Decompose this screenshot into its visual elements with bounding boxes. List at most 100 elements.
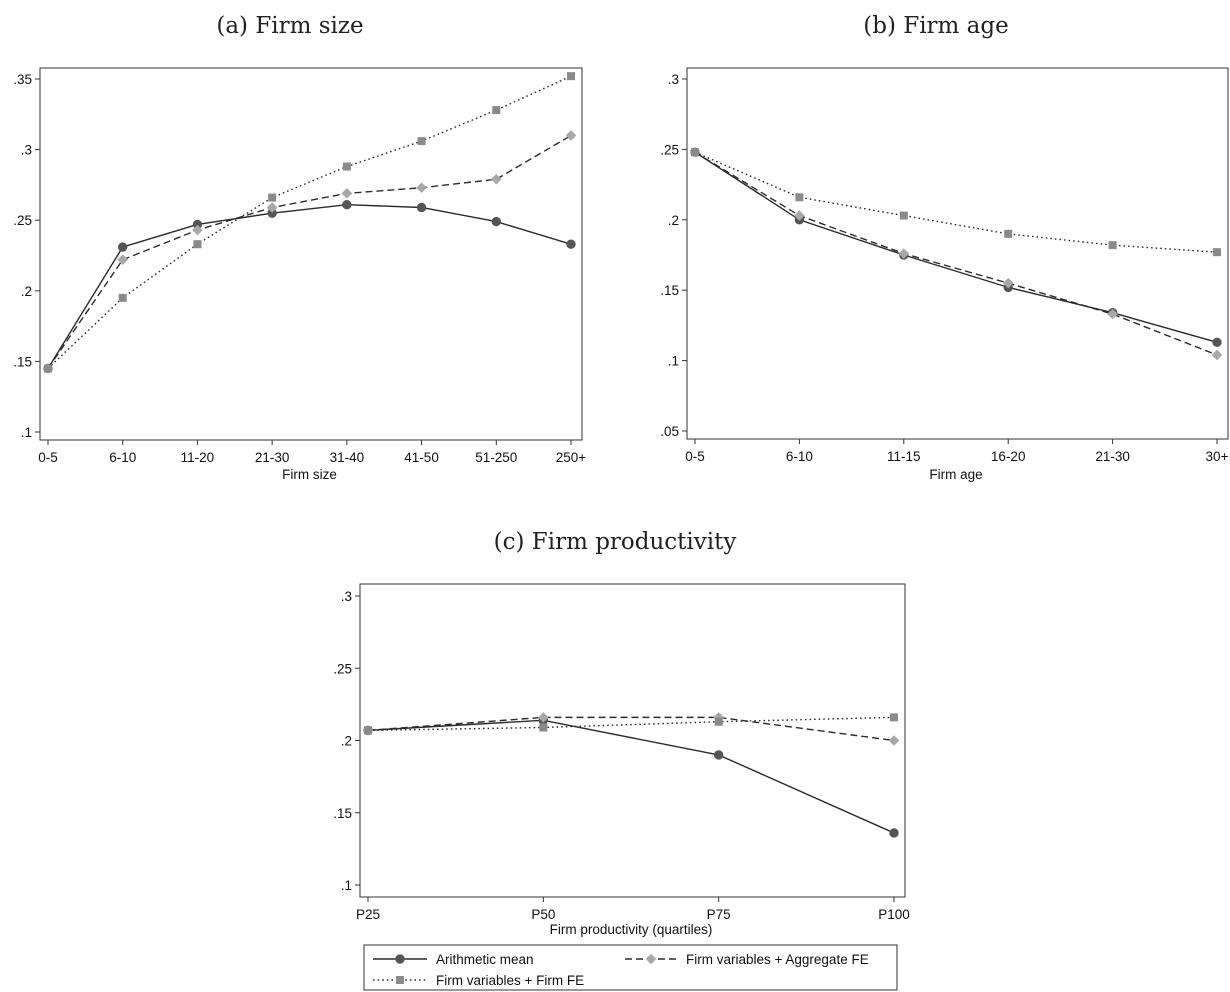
data-point [567,72,575,81]
data-point [1211,349,1223,361]
y-tick-label: .1 [341,878,352,893]
data-point [795,193,804,202]
x-tick-label: 51-250 [475,450,517,465]
x-tick-label: 250+ [556,450,587,465]
x-tick-label: 6-10 [786,449,813,464]
y-tick-label: .2 [341,734,352,749]
y-tick-label: .05 [660,424,679,439]
data-point [118,242,128,252]
panel-title: (b) Firm age [863,13,1008,39]
data-point [44,364,52,373]
legend-marker [645,953,657,965]
data-point [342,199,352,210]
chart-panel-2: (c) Firm productivity .1 .15 .2 .25 .3 P25 P50 P… [333,529,910,937]
x-tick-label: 0-5 [38,450,58,465]
x-axis-title: Firm age [929,467,982,482]
series-line-arithmetic-mean [47,203,572,369]
data-point [268,193,277,202]
legend-label: Firm variables + Aggregate FE [686,952,869,967]
data-point [1212,337,1222,347]
y-tick-label: .15 [13,354,32,369]
y-tick-label: .25 [333,661,352,676]
data-point [417,137,426,146]
data-point [538,712,549,723]
y-tick-label: .2 [668,213,679,228]
series-line-arithmetic-mean [367,719,895,834]
data-point [193,240,202,249]
data-point [341,188,353,199]
series-line-firm-variables-firm-fe [694,151,1218,253]
data-point [889,828,899,838]
series-line-arithmetic-mean [694,151,1218,343]
y-tick-label: .2 [21,284,32,299]
data-point [1213,248,1221,257]
y-tick-label: .25 [13,213,32,228]
panel-title: (c) Firm productivity [494,529,737,555]
data-point [266,202,278,213]
data-point [565,130,577,141]
y-tick-label: .1 [21,425,32,440]
data-point [416,182,427,194]
legend-label: Firm variables + Firm FE [436,973,584,988]
data-point [1004,229,1013,238]
y-tick-label: .3 [341,589,352,604]
data-point [118,293,127,302]
legend-marker [396,976,404,984]
plot-frame [686,67,1229,440]
data-point [539,723,548,732]
data-point [1108,241,1117,250]
x-tick-label: 11-15 [887,449,921,464]
data-point [890,713,898,722]
data-point [490,173,502,185]
plot-frame [39,67,583,441]
y-tick-label: .35 [13,72,32,87]
data-point [1002,277,1014,289]
series-line-firm-variables-firm-fe [367,716,895,732]
data-point [794,210,805,221]
series-line-firm-variables-aggregate-fe [47,134,572,369]
data-point [566,239,576,249]
x-tick-label: P75 [707,907,731,922]
x-tick-label: 30+ [1206,449,1229,464]
legend: Arithmetic mean Firm variables + Aggregat… [363,944,898,991]
data-point [492,106,501,115]
data-point [714,717,723,726]
legend-label: Arithmetic mean [436,952,534,967]
x-tick-label: 6-10 [109,450,136,465]
legend-box [363,944,898,991]
y-tick-label: .1 [668,354,679,369]
y-tick-label: .25 [660,142,679,157]
x-tick-label: 41-50 [404,450,439,465]
x-tick-label: P50 [531,907,555,922]
data-point [342,162,351,171]
series-line-firm-variables-firm-fe [47,75,572,369]
x-tick-label: 11-20 [181,450,215,465]
y-tick-label: .3 [668,72,679,87]
data-point [691,148,699,157]
chart-panel-0: (a) Firm size .1 .15 .2 .25 .3 .35 0-5 6-10 11-20… [13,13,586,482]
data-point [888,735,900,746]
data-point [364,726,372,735]
y-tick-label: .15 [660,283,679,298]
panel-title: (a) Firm size [216,13,363,39]
x-tick-label: 31-40 [330,450,365,465]
chart-panel-1: (b) Firm age .05 .1 .15 .2 .25 .3 0-5 6-10 11-15 1… [660,13,1228,482]
legend-marker [395,954,405,964]
data-point [117,254,129,266]
data-point [1107,308,1118,320]
x-tick-label: 16-20 [991,449,1026,464]
x-tick-label: 21-30 [255,450,290,465]
data-point [898,248,910,259]
x-tick-label: P100 [878,907,910,922]
x-tick-label: P25 [356,907,380,922]
data-point [491,216,501,227]
data-point [416,202,427,213]
x-axis-title: Firm size [282,467,337,482]
x-tick-label: 21-30 [1095,449,1130,464]
x-axis-title: Firm productivity (quartiles) [550,922,713,937]
data-point [899,211,908,220]
data-point [192,224,203,236]
plot-frame [359,583,906,898]
x-tick-label: 0-5 [685,449,705,464]
